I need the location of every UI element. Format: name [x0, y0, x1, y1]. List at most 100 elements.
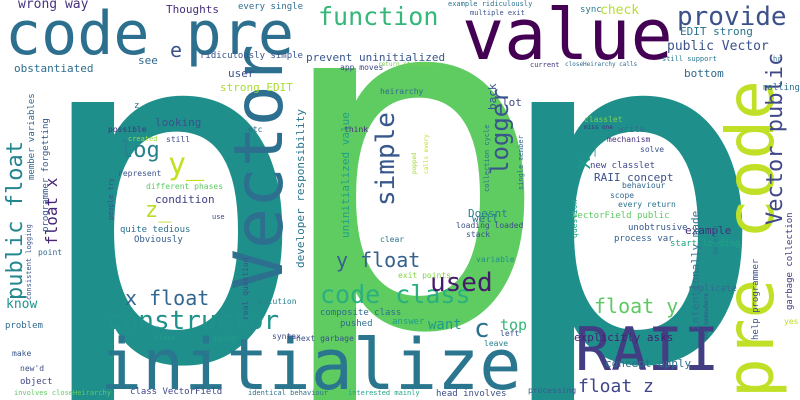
word-cloud-word: RAII: [575, 315, 720, 385]
word-cloud-word: classlet: [584, 115, 623, 124]
word-cloud-word: start loading: [670, 239, 741, 249]
word-cloud-word: clear: [380, 235, 405, 244]
word-cloud-word: concept apply: [605, 357, 692, 370]
word-cloud-word: Obviously: [134, 235, 183, 245]
word-cloud-word: syntax: [272, 332, 301, 341]
word-cloud-word: people try: [107, 177, 115, 220]
word-cloud-word: process var: [614, 234, 674, 244]
word-cloud-word: exit points: [398, 271, 451, 280]
word-cloud-word: hr: [773, 55, 782, 63]
word-cloud-word: y float: [336, 248, 421, 272]
word-cloud-word: solution: [258, 297, 297, 306]
word-cloud-word: p: [488, 0, 771, 400]
word-cloud-word: EDIT strong: [680, 25, 753, 38]
word-cloud-word: every return: [618, 200, 676, 209]
word-cloud-word: still support: [662, 55, 717, 63]
word-cloud-word: public float: [3, 141, 28, 300]
word-cloud-word: one somewhere: [703, 293, 710, 340]
word-cloud-word: current: [530, 61, 560, 69]
word-cloud-word: next garbage: [296, 334, 354, 343]
word-cloud-word: ridiculously simple: [200, 51, 303, 61]
word-cloud-word: going: [212, 334, 237, 343]
word-cloud-word: multiple exit: [470, 9, 525, 17]
word-cloud-word: return statement: [378, 61, 436, 68]
word-cloud-word: answer: [392, 317, 425, 327]
word-cloud-word: check: [600, 3, 640, 18]
word-cloud-word: log: [120, 138, 160, 163]
word-cloud-word: developer responsibility: [294, 109, 307, 268]
word-cloud-word: p: [28, 0, 311, 400]
word-cloud-word: created: [128, 135, 158, 143]
word-cloud-word: deleted: [712, 225, 720, 255]
word-cloud-word: RAII concept: [594, 171, 674, 184]
word-cloud-word: still: [166, 135, 191, 144]
word-cloud-word: scope: [610, 191, 635, 200]
word-cloud-word: x float: [125, 286, 210, 310]
word-cloud-word: z_: [145, 198, 172, 223]
word-cloud-word: obstantiated: [14, 62, 94, 75]
word-cloud-word: z: [134, 101, 140, 111]
word-cloud-word: back: [486, 83, 499, 111]
word-cloud-word: question: [570, 199, 579, 238]
word-cloud-word: mechanism: [607, 135, 651, 144]
word-cloud-word: every single: [238, 2, 304, 12]
word-cloud-word: unobtrusive: [628, 223, 688, 233]
word-cloud-word: know: [6, 297, 38, 312]
word-cloud-word: stack: [466, 230, 491, 239]
word-cloud-word: popped: [411, 152, 418, 174]
word-cloud-word: y_: [168, 147, 205, 182]
word-cloud-word: point: [38, 248, 63, 257]
word-cloud-word: member variables: [27, 93, 37, 180]
word-cloud-word: composite class: [320, 308, 402, 318]
word-cloud-word: constructor: [107, 306, 280, 336]
word-cloud-word: miss one: [584, 124, 613, 131]
word-cloud-word: loading loaded: [456, 221, 524, 230]
word-cloud-word: Vector public: [763, 52, 788, 225]
word-cloud-word: VectorField public: [572, 211, 670, 221]
word-cloud-word: example ridiculously: [448, 0, 533, 8]
word-cloud-word: app moves: [340, 63, 384, 72]
word-cloud-word: new'd: [20, 364, 45, 373]
word-cloud-word: Doesnt: [468, 207, 508, 220]
word-cloud-word: different phases: [146, 182, 224, 191]
word-cloud-word: c: [474, 314, 490, 344]
word-cloud-word: rolling: [762, 83, 800, 93]
word-cloud-word: variable: [476, 255, 515, 264]
word-cloud-word: looking: [155, 116, 202, 129]
word-cloud-word: condition: [155, 193, 215, 206]
word-cloud-word: heirarchy: [380, 87, 424, 96]
word-cloud-word: used: [430, 268, 493, 298]
word-cloud-word: quite tedious: [120, 225, 191, 235]
word-cloud-word: float z: [578, 376, 654, 397]
word-cloud-word: consistent logging: [25, 224, 33, 300]
word-cloud-word: intentionally made: [689, 210, 702, 330]
word-cloud-word: replicate: [688, 284, 737, 294]
word-cloud-word: strong EDIT: [220, 81, 293, 94]
word-cloud-word: code class: [320, 280, 471, 309]
word-cloud-word: leave: [484, 339, 509, 348]
word-cloud-word: use: [212, 213, 225, 221]
word-cloud-word: lot: [502, 96, 522, 109]
word-cloud-word: represent: [118, 169, 162, 178]
word-cloud-word: wrong way: [18, 0, 89, 12]
word-cloud-word: yes: [784, 317, 799, 326]
word-cloud-word: bottom: [684, 67, 724, 80]
word-cloud-word: processing: [528, 386, 577, 395]
word-cloud-word: single member: [517, 135, 525, 190]
word-cloud-word: value: [462, 0, 673, 76]
word-cloud-word: problem: [5, 321, 43, 331]
word-cloud-word: immediately create: [349, 99, 357, 175]
word-cloud-word: provide: [677, 2, 787, 32]
word-cloud-word: collection cycle: [483, 124, 491, 192]
word-cloud-word: possible: [108, 125, 147, 134]
word-cloud-word: garbage collection: [785, 212, 795, 310]
word-cloud-word: p: [270, 0, 553, 400]
word-cloud-word: prevent uninitialized: [306, 51, 446, 64]
word-cloud-word: simple: [371, 112, 401, 206]
word-cloud-word: example: [685, 224, 732, 237]
word-cloud-word: left: [500, 329, 520, 338]
word-cloud-word: pushed: [340, 319, 373, 329]
word-cloud-word: initialize: [100, 324, 522, 400]
word-cloud-word: class VectorField: [130, 387, 223, 397]
